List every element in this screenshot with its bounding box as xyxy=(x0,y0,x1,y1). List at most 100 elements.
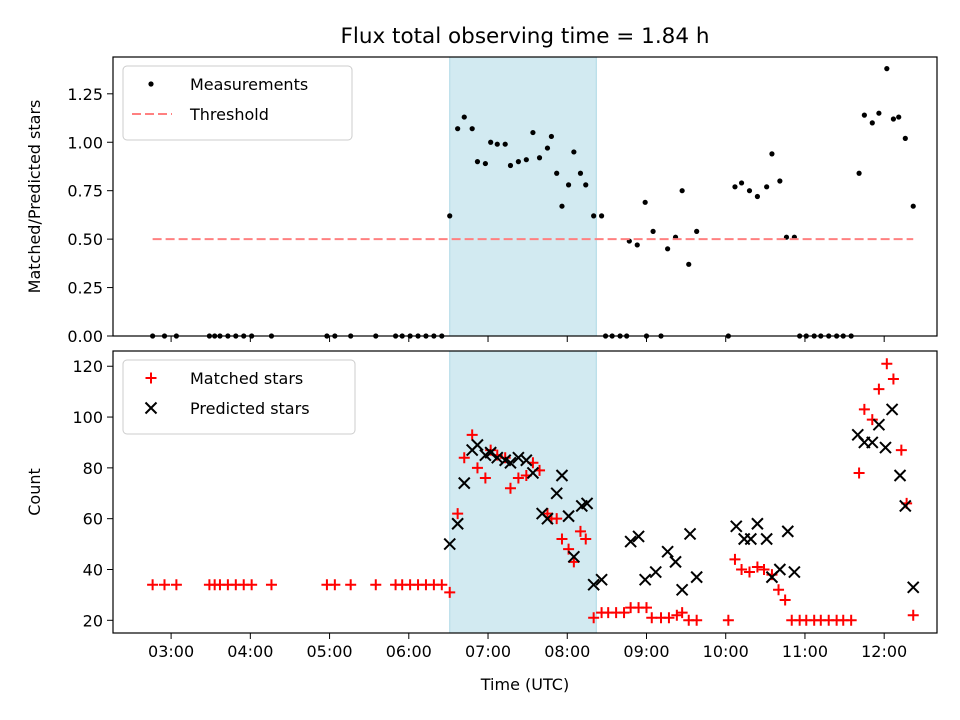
measurement-point xyxy=(746,188,753,194)
matched-star-point xyxy=(873,383,885,395)
matched-star-point xyxy=(580,533,592,545)
matched-star-point xyxy=(646,612,658,624)
measurement-point xyxy=(494,141,500,147)
matched-star-point xyxy=(618,607,630,619)
measurement-point xyxy=(650,228,656,234)
predicted-star-point xyxy=(879,441,892,454)
legend-label: Matched stars xyxy=(190,369,303,388)
chart-title: Flux total observing time = 1.84 h xyxy=(341,24,710,49)
matched-star-point xyxy=(370,579,382,591)
predicted-star-point xyxy=(632,530,645,543)
measurement-point xyxy=(764,184,770,190)
axes-frame xyxy=(112,56,938,337)
measurement-point xyxy=(474,159,481,165)
x-axis-label: Time (UTC) xyxy=(480,675,569,694)
observing-span xyxy=(449,56,597,337)
predicted-star-point xyxy=(562,509,575,523)
predicted-star-point xyxy=(541,512,554,525)
matched-star-point xyxy=(574,525,586,537)
matched-star-point xyxy=(729,553,741,565)
y-tick-label: 120 xyxy=(72,357,103,376)
matched-star-point xyxy=(479,472,491,484)
series-measurements xyxy=(150,66,916,339)
matched-star-point xyxy=(895,444,907,456)
matched-star-point xyxy=(556,533,568,545)
y-tick-label: 0.00 xyxy=(67,327,103,346)
matched-star-point xyxy=(444,586,456,598)
predicted-star-point xyxy=(899,499,912,513)
matched-star-point xyxy=(907,609,919,621)
x-tick-label: 11:00 xyxy=(782,642,828,661)
measurement-point xyxy=(642,199,648,205)
legend-box xyxy=(122,359,356,435)
x-tick-label: 10:00 xyxy=(703,642,749,661)
y-tick-label: 20 xyxy=(83,611,103,630)
predicted-star-point xyxy=(893,469,907,482)
predicted-star-point xyxy=(491,451,504,464)
matched-star-point xyxy=(159,579,170,591)
matched-star-point xyxy=(588,612,600,624)
measurement-point xyxy=(738,180,745,186)
matched-star-point xyxy=(779,594,791,606)
y-tick-label: 40 xyxy=(83,560,103,579)
measurement-point xyxy=(861,112,867,118)
predicted-star-point xyxy=(595,573,608,586)
legend-matched-swatch xyxy=(145,372,157,384)
measurement-point xyxy=(694,228,700,234)
measurement-point xyxy=(598,213,605,219)
matched-star-point xyxy=(640,602,652,614)
predicted-star-point xyxy=(587,578,600,591)
measurement-point xyxy=(536,155,543,161)
matched-star-point xyxy=(170,579,182,591)
measurement-point xyxy=(502,141,508,147)
matched-star-point xyxy=(881,358,893,370)
predicted-star-point xyxy=(907,581,920,594)
predicted-star-point xyxy=(885,403,899,416)
y-tick-label: 100 xyxy=(72,408,103,427)
predicted-star-point xyxy=(624,535,637,548)
legend-predicted-swatch xyxy=(144,401,158,415)
series-predicted-stars xyxy=(443,403,920,597)
matched-star-point xyxy=(887,373,899,385)
x-tick-label: 06:00 xyxy=(386,642,432,661)
measurement-point xyxy=(507,162,514,169)
matched-star-point xyxy=(471,462,483,474)
matched-star-point xyxy=(246,579,258,591)
measurement-point xyxy=(876,110,882,116)
measurement-point xyxy=(856,170,862,176)
predicted-star-point xyxy=(683,527,697,541)
matched-star-point xyxy=(345,579,357,591)
legend: Measurements Threshold xyxy=(122,65,353,141)
measurement-point xyxy=(754,193,761,200)
predicted-star-point xyxy=(638,573,652,586)
y-tick-label: 60 xyxy=(83,510,103,529)
predicted-star-point xyxy=(484,446,497,459)
x-tick-label: 12:00 xyxy=(861,642,907,661)
measurement-point xyxy=(679,188,685,194)
predicted-star-point xyxy=(872,418,886,431)
measurement-point xyxy=(571,149,577,155)
matched-star-point xyxy=(671,609,683,621)
measurement-point xyxy=(884,66,890,72)
measurement-point xyxy=(777,178,783,184)
x-tick-label: 09:00 xyxy=(623,642,669,661)
predicted-star-point xyxy=(675,583,689,597)
measurement-point xyxy=(902,135,908,141)
legend-measurement-swatch xyxy=(148,81,154,87)
predicted-star-point xyxy=(451,517,464,530)
ratio-panel: 0.00 0.25 0.50 0.75 1.00 1.25 Matched/Predicte… xyxy=(25,56,938,346)
y-tick-label: 1.00 xyxy=(67,133,103,152)
matched-star-point xyxy=(858,403,870,415)
x-tick-label: 03:00 xyxy=(148,642,194,661)
matched-star-point xyxy=(743,566,755,578)
measurement-point xyxy=(732,184,738,190)
y-tick-label: 0.75 xyxy=(67,182,103,201)
matched-star-point xyxy=(147,579,159,591)
predicted-star-point xyxy=(661,545,674,558)
predicted-star-point xyxy=(443,537,456,551)
predicted-star-point xyxy=(866,436,879,449)
measurement-point xyxy=(910,203,916,209)
predicted-star-point xyxy=(512,451,525,464)
y-tick-label: 0.50 xyxy=(67,230,103,249)
